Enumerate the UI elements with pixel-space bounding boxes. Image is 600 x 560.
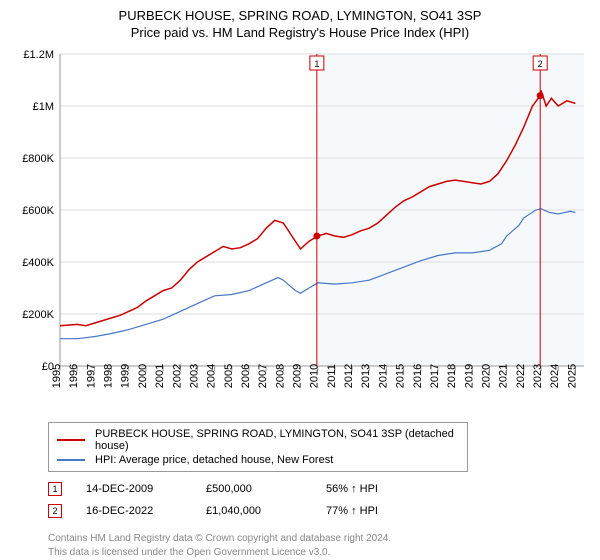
svg-text:£1M: £1M bbox=[33, 101, 54, 113]
svg-text:2023: 2023 bbox=[532, 364, 544, 388]
marker-date: 14-DEC-2009 bbox=[86, 483, 206, 495]
marker-price: £500,000 bbox=[206, 483, 326, 495]
svg-text:2: 2 bbox=[538, 59, 543, 69]
svg-text:1998: 1998 bbox=[103, 364, 115, 388]
svg-text:2022: 2022 bbox=[515, 364, 527, 388]
svg-text:1995: 1995 bbox=[51, 364, 63, 388]
svg-text:2001: 2001 bbox=[154, 364, 166, 388]
chart-subtitle: Price paid vs. HM Land Registry's House … bbox=[10, 25, 590, 42]
marker-date: 16-DEC-2022 bbox=[86, 505, 206, 517]
marker-note: 77% ↑ HPI bbox=[326, 505, 446, 517]
legend-swatch bbox=[57, 439, 85, 441]
svg-text:2021: 2021 bbox=[498, 364, 510, 388]
svg-text:2013: 2013 bbox=[360, 364, 372, 388]
chart-container: PURBECK HOUSE, SPRING ROAD, LYMINGTON, S… bbox=[0, 0, 600, 560]
svg-text:2016: 2016 bbox=[412, 364, 424, 388]
marker-row: 1 14-DEC-2009£500,00056% ↑ HPI bbox=[48, 478, 590, 500]
svg-text:2007: 2007 bbox=[257, 364, 269, 388]
svg-text:1997: 1997 bbox=[85, 364, 97, 388]
marker-number-box: 1 bbox=[48, 482, 62, 496]
svg-text:£1.2M: £1.2M bbox=[23, 49, 54, 61]
footer-note: Contains HM Land Registry data © Crown c… bbox=[48, 532, 590, 560]
svg-text:2005: 2005 bbox=[223, 364, 235, 388]
footer-line-2: This data is licensed under the Open Gov… bbox=[48, 546, 590, 560]
chart-svg: £0£200K£400K£600K£800K£1M£1.2M1995199619… bbox=[10, 46, 590, 416]
svg-text:2017: 2017 bbox=[429, 364, 441, 388]
legend: PURBECK HOUSE, SPRING ROAD, LYMINGTON, S… bbox=[48, 422, 468, 472]
svg-text:£600K: £600K bbox=[22, 205, 54, 217]
svg-text:2020: 2020 bbox=[481, 364, 493, 388]
marker-note: 56% ↑ HPI bbox=[326, 483, 446, 495]
svg-text:2004: 2004 bbox=[206, 364, 218, 388]
svg-text:2010: 2010 bbox=[309, 364, 321, 388]
svg-text:£200K: £200K bbox=[22, 309, 54, 321]
svg-text:2025: 2025 bbox=[566, 364, 578, 388]
svg-text:2002: 2002 bbox=[171, 364, 183, 388]
svg-text:£800K: £800K bbox=[22, 153, 54, 165]
legend-label: PURBECK HOUSE, SPRING ROAD, LYMINGTON, S… bbox=[95, 428, 459, 452]
svg-text:2014: 2014 bbox=[377, 364, 389, 388]
svg-text:2003: 2003 bbox=[188, 364, 200, 388]
marker-table: 1 14-DEC-2009£500,00056% ↑ HPI 2 16-DEC-202… bbox=[48, 478, 590, 522]
title-block: PURBECK HOUSE, SPRING ROAD, LYMINGTON, S… bbox=[10, 8, 590, 42]
footer-line-1: Contains HM Land Registry data © Crown c… bbox=[48, 532, 590, 546]
svg-text:2000: 2000 bbox=[137, 364, 149, 388]
svg-text:2024: 2024 bbox=[549, 364, 561, 388]
legend-label: HPI: Average price, detached house, New … bbox=[95, 454, 333, 466]
svg-text:2006: 2006 bbox=[240, 364, 252, 388]
chart-area: £0£200K£400K£600K£800K£1M£1.2M1995199619… bbox=[10, 46, 590, 416]
marker-price: £1,040,000 bbox=[206, 505, 326, 517]
svg-text:2009: 2009 bbox=[292, 364, 304, 388]
svg-text:2012: 2012 bbox=[343, 364, 355, 388]
svg-text:2015: 2015 bbox=[395, 364, 407, 388]
svg-text:1996: 1996 bbox=[68, 364, 80, 388]
legend-row: PURBECK HOUSE, SPRING ROAD, LYMINGTON, S… bbox=[57, 427, 459, 453]
svg-text:2011: 2011 bbox=[326, 364, 338, 388]
svg-text:2019: 2019 bbox=[463, 364, 475, 388]
svg-text:2018: 2018 bbox=[446, 364, 458, 388]
marker-row: 2 16-DEC-2022£1,040,00077% ↑ HPI bbox=[48, 500, 590, 522]
marker-number-box: 2 bbox=[48, 504, 62, 518]
svg-text:2008: 2008 bbox=[274, 364, 286, 388]
legend-swatch bbox=[57, 459, 85, 461]
svg-text:£400K: £400K bbox=[22, 257, 54, 269]
svg-text:1999: 1999 bbox=[120, 364, 132, 388]
svg-text:1: 1 bbox=[314, 59, 319, 69]
legend-row: HPI: Average price, detached house, New … bbox=[57, 453, 459, 467]
chart-title: PURBECK HOUSE, SPRING ROAD, LYMINGTON, S… bbox=[10, 8, 590, 25]
